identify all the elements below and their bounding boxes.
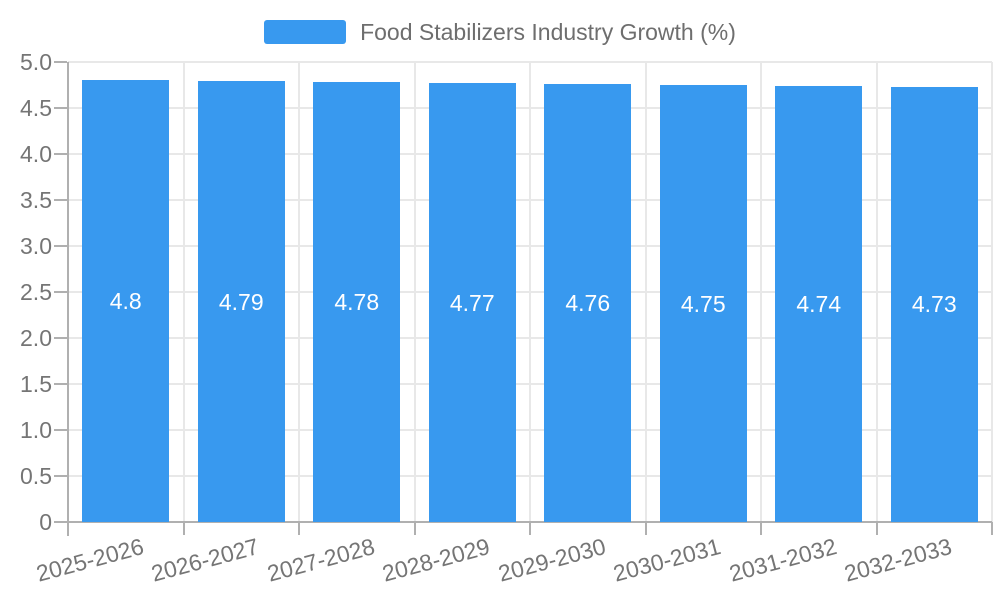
x-axis-tick-label: 2032-2033 (841, 533, 955, 587)
y-axis-tick-label: 3.0 (20, 233, 52, 259)
gridline-vertical (413, 62, 416, 522)
bar-2032-2033: 4.73 (890, 86, 978, 522)
legend-swatch (264, 20, 347, 44)
x-axis-tick-label: 2028-2029 (379, 533, 493, 587)
y-axis-tick-label: 2.5 (20, 279, 52, 305)
y-axis-tick (54, 429, 67, 431)
gridline-vertical (875, 62, 878, 522)
bar-value-label: 4.77 (449, 289, 495, 316)
y-axis-tick (54, 153, 67, 155)
bar-2030-2031: 4.75 (659, 85, 747, 522)
x-axis-tick-label: 2027-2028 (264, 533, 378, 587)
y-axis-tick-label: 0.5 (20, 463, 52, 489)
bar-value-label: 4.73 (911, 291, 957, 318)
gridline-vertical (644, 62, 647, 522)
chart-legend[interactable]: Food Stabilizers Industry Growth (%) (0, 16, 1000, 48)
bar-value-label: 4.76 (565, 290, 611, 317)
y-axis-tick-label: 4.0 (20, 141, 52, 167)
x-axis-tick-label: 2026-2027 (148, 533, 262, 587)
gridline-vertical (298, 62, 300, 522)
y-axis-tick (54, 521, 67, 523)
y-axis-tick-label: 1.5 (20, 371, 52, 397)
y-axis-tick-label: 2.0 (20, 325, 52, 351)
y-axis-tick (54, 245, 67, 247)
gridline-vertical (182, 62, 185, 522)
y-axis-line (67, 62, 69, 536)
bar-value-label: 4.75 (680, 290, 726, 317)
x-axis-tick-label: 2031-2032 (726, 533, 840, 587)
y-axis-tick (54, 291, 67, 293)
gridline-vertical (760, 62, 762, 522)
x-axis-tick (875, 522, 878, 535)
y-axis-tick (54, 199, 67, 201)
plot-right-border (991, 62, 993, 522)
x-axis-tick-label: 2029-2030 (495, 533, 609, 587)
bar-value-label: 4.79 (218, 288, 264, 315)
x-axis-tick (644, 522, 647, 535)
y-axis-tick-label: 4.5 (20, 95, 52, 121)
x-axis-tick (529, 522, 531, 535)
x-axis-tick (413, 522, 416, 535)
y-axis-tick-label: 5.0 (20, 49, 52, 75)
x-axis-tick (67, 522, 69, 535)
gridline-vertical (529, 62, 531, 522)
bar-2028-2029: 4.77 (428, 83, 516, 522)
x-axis-tick-label: 2030-2031 (610, 533, 724, 587)
bar-2026-2027: 4.79 (197, 81, 285, 522)
y-axis-tick (54, 61, 67, 63)
y-axis-tick (54, 475, 67, 477)
x-axis-tick (991, 522, 993, 535)
bar-value-label: 4.78 (334, 289, 380, 316)
x-axis-tick (298, 522, 300, 535)
legend-label: Food Stabilizers Industry Growth (%) (360, 18, 736, 45)
y-axis-tick-label: 1.0 (20, 417, 52, 443)
x-axis-tick (760, 522, 762, 535)
x-axis-tick-label: 2025-2026 (33, 533, 147, 587)
bar-2029-2030: 4.76 (544, 84, 632, 522)
y-axis-tick-label: 3.5 (20, 187, 52, 213)
bar-value-label: 4.8 (109, 288, 142, 315)
y-axis-tick (54, 337, 67, 339)
bar-value-label: 4.74 (796, 290, 842, 317)
bar-2031-2032: 4.74 (775, 85, 863, 522)
y-axis-tick (54, 383, 67, 385)
bar-2025-2026: 4.8 (82, 80, 170, 522)
y-axis-tick (54, 107, 67, 109)
x-axis-tick (182, 522, 185, 535)
y-axis-tick-label: 0 (39, 509, 52, 535)
bar-2027-2028: 4.78 (313, 82, 401, 522)
